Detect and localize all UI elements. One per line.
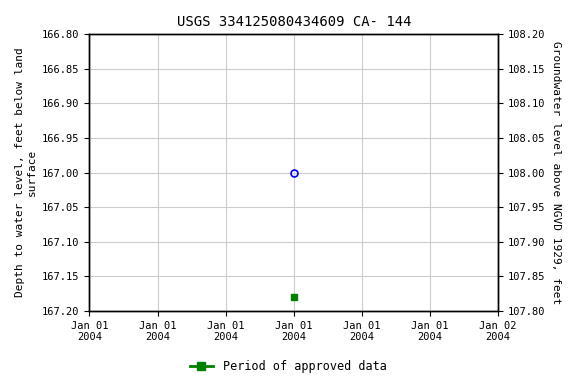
Y-axis label: Depth to water level, feet below land
surface: Depth to water level, feet below land su… (15, 48, 37, 298)
Y-axis label: Groundwater level above NGVD 1929, feet: Groundwater level above NGVD 1929, feet (551, 41, 561, 304)
Legend: Period of approved data: Period of approved data (185, 356, 391, 378)
Title: USGS 334125080434609 CA- 144: USGS 334125080434609 CA- 144 (177, 15, 411, 29)
